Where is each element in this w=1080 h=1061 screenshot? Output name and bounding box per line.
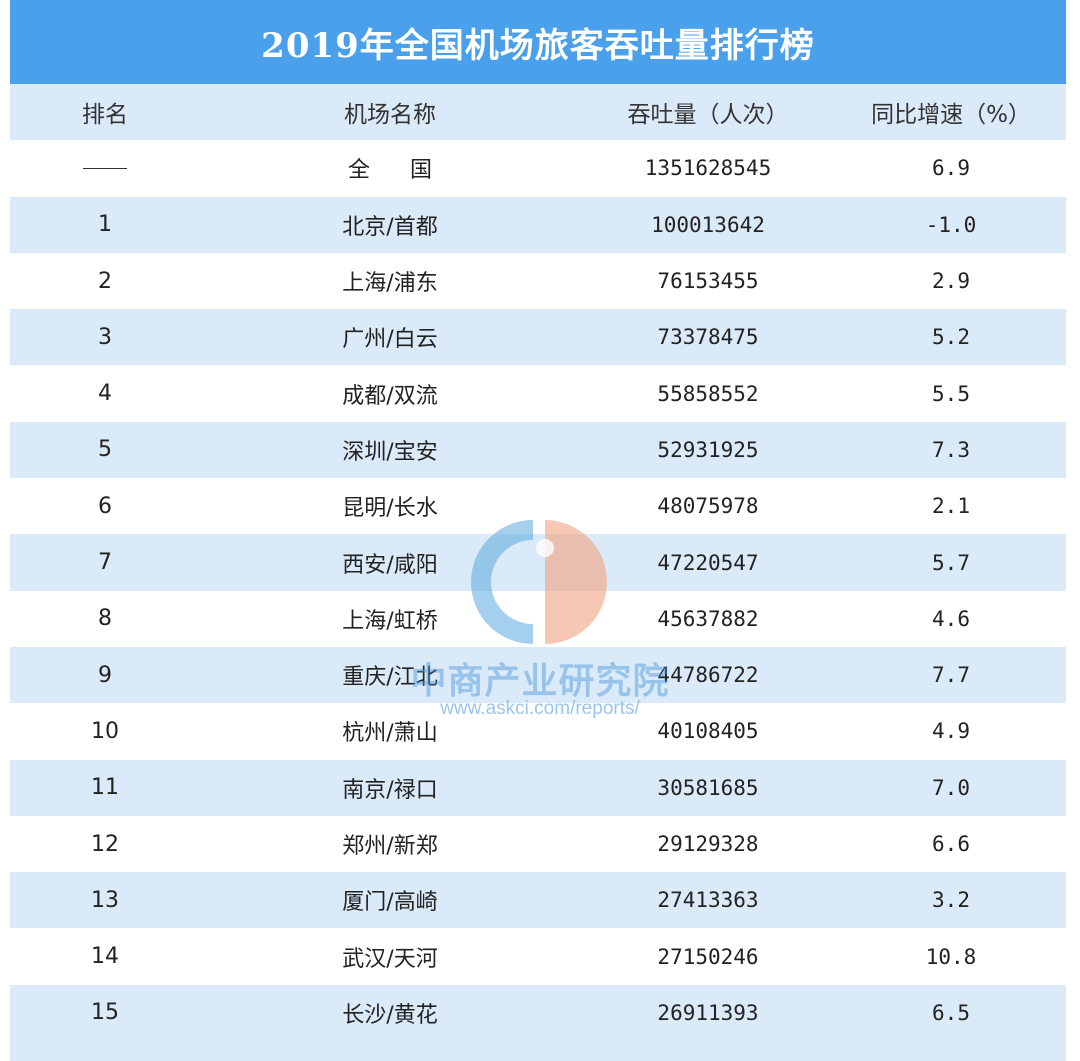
table-row: 9 重庆/江北 44786722 7.7 [10, 646, 1066, 704]
growth-cell: 2.1 [932, 494, 970, 519]
header-growth: 同比增速（%） [871, 102, 1031, 129]
airport-name-cell: 南京/禄口 [342, 777, 438, 803]
table-body: 1 北京/首都 100013642 -1.0 2 上海/浦东 76153455 2.9 3 广州/… [10, 196, 1066, 1042]
airport-name-cell: 厦门/高崎 [342, 890, 438, 916]
growth-cell: 2.9 [932, 269, 970, 294]
table-row: 15 长沙/黄花 26911393 6.5 [10, 984, 1066, 1042]
growth-cell: 6.6 [932, 832, 970, 856]
table-row: 12 郑州/新郑 29129328 6.6 [10, 815, 1066, 873]
airport-name-cell: 深圳/宝安 [342, 439, 438, 465]
national-name: 全国 [347, 158, 472, 184]
rank-cell: 7 [98, 550, 112, 576]
throughput-cell: 100013642 [651, 212, 765, 237]
rank-cell: 10 [91, 718, 119, 744]
table-row: 5 深圳/宝安 52931925 7.3 [10, 421, 1066, 479]
rank-cell: 5 [98, 437, 112, 463]
table-title: 2019年全国机场旅客吞吐量排行榜 [10, 0, 1066, 84]
airport-name-cell: 上海/虹桥 [342, 608, 438, 634]
throughput-cell: 44786722 [657, 663, 759, 688]
throughput-cell: 55858552 [657, 381, 759, 406]
table-row: 1 北京/首都 100013642 -1.0 [10, 196, 1066, 253]
growth-cell: 5.2 [932, 325, 970, 350]
growth-cell: 7.7 [932, 663, 970, 688]
growth-cell: 7.0 [932, 775, 970, 800]
airport-name-cell: 昆明/长水 [342, 496, 438, 522]
airport-name-cell: 长沙/黄花 [342, 1002, 438, 1028]
national-growth: 6.9 [932, 156, 970, 181]
throughput-cell: 76153455 [657, 269, 759, 294]
table-row: 3 广州/白云 73378475 5.2 [10, 309, 1066, 366]
growth-cell: -1.0 [925, 212, 977, 237]
table-row: 6 昆明/长水 48075978 2.1 [10, 478, 1066, 535]
airport-name-cell: 西安/咸阳 [342, 552, 438, 578]
rank-cell: 14 [91, 944, 119, 970]
rank-cell: 9 [98, 662, 112, 688]
header-rank: 排名 [82, 102, 128, 129]
table-row: 14 武汉/天河 27150246 10.8 [10, 928, 1066, 985]
throughput-cell: 45637882 [657, 606, 759, 631]
rank-cell: 8 [98, 606, 112, 632]
airport-name-cell: 上海/浦东 [342, 271, 438, 297]
airport-name-cell: 武汉/天河 [342, 946, 438, 972]
throughput-cell: 40108405 [657, 719, 759, 744]
airport-name-cell: 北京/首都 [342, 214, 438, 240]
growth-cell: 4.6 [932, 606, 970, 631]
throughput-cell: 30581685 [657, 775, 759, 800]
table-row: 11 南京/禄口 30581685 7.0 [10, 759, 1066, 816]
table-row: 7 西安/咸阳 47220547 5.7 [10, 534, 1066, 591]
rank-cell: 2 [98, 268, 112, 294]
table-header-row: 排名 机场名称 吞吐量（人次） 同比增速（%） [10, 84, 1066, 141]
table-row-partial [10, 1041, 1066, 1061]
growth-cell: 4.9 [932, 719, 970, 744]
airport-name-cell: 郑州/新郑 [342, 834, 438, 859]
throughput-cell: 26911393 [657, 1000, 759, 1025]
throughput-cell: 27413363 [657, 888, 759, 913]
throughput-cell: 73378475 [657, 325, 759, 350]
rank-cell: 1 [98, 212, 112, 238]
rank-cell: 15 [91, 1000, 119, 1026]
growth-cell: 5.7 [932, 550, 970, 575]
throughput-cell: 27150246 [657, 944, 759, 969]
throughput-cell: 47220547 [657, 550, 759, 575]
growth-cell: 5.5 [932, 381, 970, 406]
growth-cell: 6.5 [932, 1000, 970, 1025]
throughput-cell: 29129328 [657, 832, 759, 856]
growth-cell: 10.8 [925, 944, 977, 969]
table-row: 4 成都/双流 55858552 5.5 [10, 365, 1066, 422]
rank-cell: 13 [91, 887, 119, 913]
airport-name-cell: 成都/双流 [342, 383, 438, 409]
table-row: 2 上海/浦东 76153455 2.9 [10, 252, 1066, 310]
national-throughput: 1351628545 [644, 156, 772, 181]
airport-name-cell: 广州/白云 [342, 327, 438, 353]
rank-cell: 11 [91, 775, 119, 801]
header-airport-name: 机场名称 [344, 102, 436, 129]
growth-cell: 3.2 [932, 888, 970, 913]
rank-cell: 6 [98, 493, 112, 519]
table-row: 10 杭州/萧山 40108405 4.9 [10, 703, 1066, 760]
dash-mark [83, 168, 127, 170]
rank-cell: 3 [98, 324, 112, 350]
rank-cell: 12 [91, 831, 119, 857]
header-throughput: 吞吐量（人次） [627, 102, 789, 129]
rank-cell: 4 [98, 381, 112, 407]
table-row: 8 上海/虹桥 45637882 4.6 [10, 590, 1066, 647]
growth-cell: 7.3 [932, 437, 970, 462]
throughput-cell: 48075978 [657, 494, 759, 519]
ranking-table: 2019年全国机场旅客吞吐量排行榜 排名 机场名称 吞吐量（人次） 同比增速（%… [10, 0, 1066, 1061]
airport-name-cell: 重庆/江北 [342, 665, 438, 691]
national-rank [10, 156, 200, 181]
national-total-row: 全国 1351628545 6.9 [10, 140, 1066, 197]
table-row: 13 厦门/高崎 27413363 3.2 [10, 872, 1066, 929]
airport-name-cell: 杭州/萧山 [342, 721, 438, 747]
throughput-cell: 52931925 [657, 437, 759, 462]
